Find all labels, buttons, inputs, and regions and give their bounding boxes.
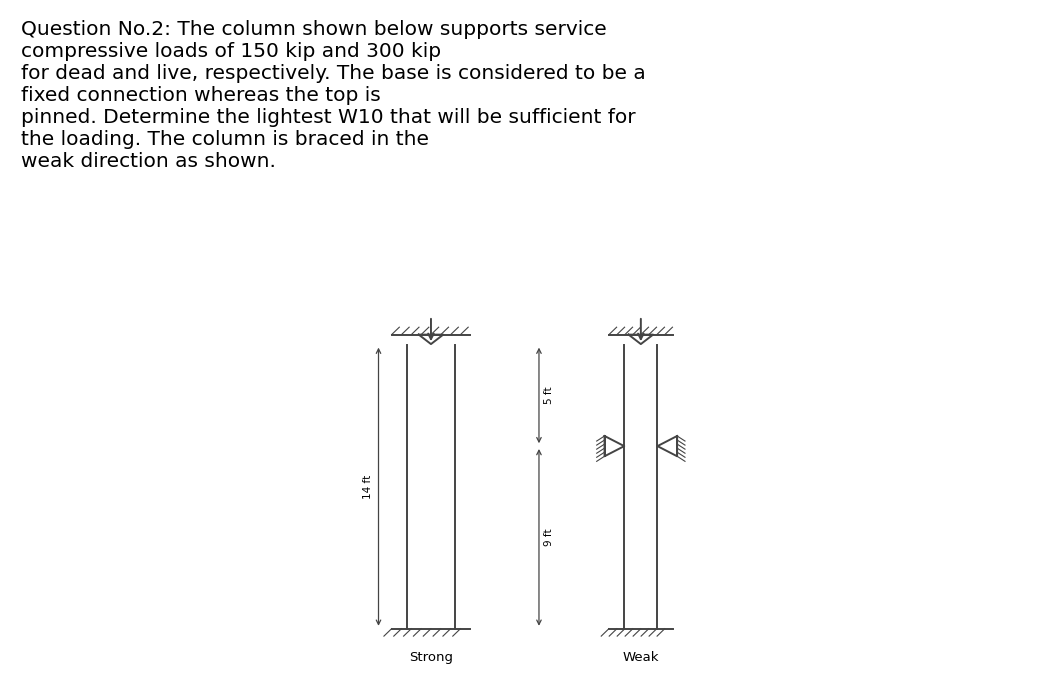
- Text: 5 ft: 5 ft: [544, 387, 554, 404]
- Text: Strong: Strong: [409, 650, 453, 664]
- Text: 9 ft: 9 ft: [544, 529, 554, 546]
- Text: Weak: Weak: [623, 650, 659, 664]
- Text: Question No.2: The column shown below supports service
compressive loads of 150 : Question No.2: The column shown below su…: [21, 20, 645, 171]
- Text: 14 ft: 14 ft: [363, 475, 374, 499]
